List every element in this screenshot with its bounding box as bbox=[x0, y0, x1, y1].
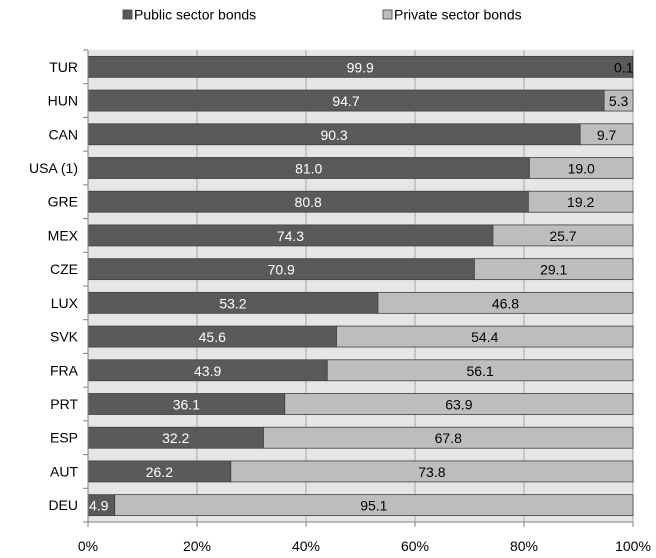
x-tick-label-4: 80% bbox=[510, 538, 538, 554]
bar-private-13 bbox=[114, 494, 634, 517]
category-label-11: ESP bbox=[50, 430, 78, 446]
x-tick-label-2: 40% bbox=[292, 538, 320, 554]
label-public-0: 99.9 bbox=[347, 59, 374, 75]
bar-private-3 bbox=[529, 157, 634, 179]
label-private-13: 95.1 bbox=[360, 498, 387, 514]
label-private-9: 56.1 bbox=[467, 363, 494, 379]
bar-private-11 bbox=[263, 426, 634, 449]
x-tick-label-0: 0% bbox=[78, 538, 98, 554]
label-private-3: 19.0 bbox=[568, 161, 595, 177]
category-label-4: GRE bbox=[48, 194, 78, 210]
category-label-10: PRT bbox=[50, 396, 78, 412]
label-private-5: 25.7 bbox=[549, 228, 576, 244]
label-public-5: 74.3 bbox=[277, 228, 304, 244]
legend-label-1: Private sector bonds bbox=[394, 7, 522, 23]
legend-swatch-0 bbox=[122, 9, 133, 20]
bar-private-4 bbox=[527, 190, 634, 213]
data-labels: 99.9 0.1 94.7 5.3 90.3 9.7 81.0 19.0 80.8 19.2 74.… bbox=[89, 59, 634, 513]
category-label-8: SVK bbox=[50, 329, 79, 345]
category-label-2: CAN bbox=[48, 126, 78, 142]
label-public-3: 81.0 bbox=[295, 161, 322, 177]
plot-area bbox=[88, 50, 633, 522]
x-tick-label-5: 100% bbox=[615, 538, 651, 554]
label-private-7: 46.8 bbox=[492, 295, 519, 311]
label-private-0: 0.1 bbox=[614, 59, 634, 75]
axes bbox=[83, 49, 634, 527]
category-label-7: LUX bbox=[51, 295, 79, 311]
label-private-4: 19.2 bbox=[567, 194, 594, 210]
x-tick-label-1: 20% bbox=[183, 538, 211, 554]
bar-private-9 bbox=[326, 359, 634, 382]
x-tick-labels: 0% 20% 40% 60% 80% 100% bbox=[78, 538, 651, 554]
category-label-3: USA (1) bbox=[29, 160, 78, 176]
x-tick-label-3: 60% bbox=[401, 538, 429, 554]
category-label-0: TUR bbox=[49, 59, 78, 75]
label-public-10: 36.1 bbox=[173, 397, 200, 413]
legend-swatch-1 bbox=[382, 9, 393, 20]
label-public-6: 70.9 bbox=[268, 262, 295, 278]
label-public-2: 90.3 bbox=[320, 127, 347, 143]
label-public-8: 45.6 bbox=[199, 329, 226, 345]
label-public-13: 4.9 bbox=[89, 498, 109, 514]
label-public-12: 26.2 bbox=[146, 464, 173, 480]
legend-label-0: Public sector bonds bbox=[134, 7, 256, 23]
bar-private-12 bbox=[230, 460, 634, 483]
label-public-4: 80.8 bbox=[295, 194, 322, 210]
legend: Public sector bonds Private sector bonds bbox=[122, 7, 522, 23]
bar-private-2 bbox=[579, 123, 634, 146]
bar-private-0 bbox=[632, 55, 634, 78]
label-public-11: 32.2 bbox=[162, 430, 189, 446]
label-private-1: 5.3 bbox=[609, 93, 629, 109]
label-private-12: 73.8 bbox=[418, 464, 445, 480]
category-label-6: CZE bbox=[50, 261, 78, 277]
category-label-5: MEX bbox=[48, 227, 79, 243]
bar-private-1 bbox=[603, 89, 634, 112]
label-private-11: 67.8 bbox=[435, 430, 462, 446]
category-label-13: DEU bbox=[48, 497, 78, 513]
category-labels: TUR HUN CAN USA (1) GRE MEX CZE LUX SVK FRA PRT ESP… bbox=[29, 59, 79, 513]
category-label-1: HUN bbox=[48, 93, 78, 109]
category-label-12: AUT bbox=[50, 463, 78, 479]
bar-private-8 bbox=[336, 325, 634, 348]
label-public-1: 94.7 bbox=[332, 93, 359, 109]
bar-private-10 bbox=[284, 393, 634, 415]
category-label-9: FRA bbox=[50, 362, 79, 378]
bars bbox=[87, 55, 634, 517]
label-private-10: 63.9 bbox=[445, 397, 472, 413]
bar-private-7 bbox=[377, 291, 634, 314]
label-private-8: 54.4 bbox=[471, 329, 498, 345]
label-public-9: 43.9 bbox=[194, 363, 221, 379]
bar-private-5 bbox=[492, 224, 634, 247]
label-private-2: 9.7 bbox=[597, 127, 617, 143]
label-private-6: 29.1 bbox=[540, 262, 567, 278]
label-public-7: 53.2 bbox=[219, 295, 246, 311]
bar-private-6 bbox=[474, 258, 634, 281]
